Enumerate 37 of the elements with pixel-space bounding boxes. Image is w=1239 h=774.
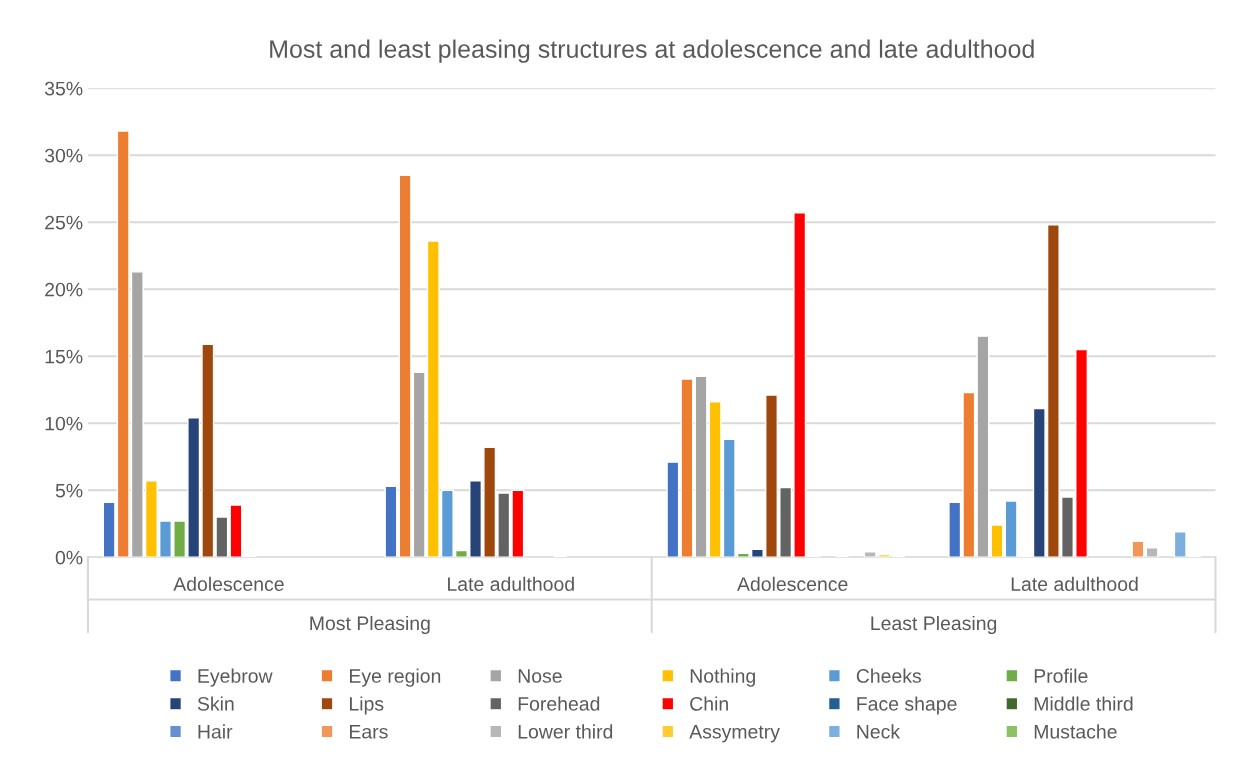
x-tick-label: Late adulthood bbox=[448, 576, 574, 592]
legend-label: Nothing bbox=[690, 668, 755, 687]
legend-label: Cheeks bbox=[856, 668, 922, 683]
y-tick-label: 15% bbox=[45, 349, 83, 364]
legend-label: Profile bbox=[1034, 668, 1088, 683]
y-tick-label: 30% bbox=[44, 148, 83, 163]
y-tick-label: 20% bbox=[45, 282, 83, 297]
legend-label: Assymetry bbox=[689, 725, 780, 743]
legend-label: Lips bbox=[350, 696, 384, 715]
y-tick-label: 5% bbox=[55, 483, 83, 498]
legend-label: Neck bbox=[857, 724, 901, 739]
legend-label: Hair bbox=[198, 724, 233, 739]
legend-label: Skin bbox=[197, 696, 234, 711]
legend-label: Face shape bbox=[857, 696, 957, 715]
legend-label: Nose bbox=[518, 669, 562, 683]
bar bbox=[384, 485, 398, 558]
bar bbox=[990, 524, 1004, 558]
x-tick-label: Adolescence bbox=[737, 576, 848, 592]
chart-title: Most and least pleasing structures at adolescence and late adulthood bbox=[270, 39, 1034, 63]
y-tick-label: 0% bbox=[55, 550, 83, 565]
bar bbox=[1131, 540, 1145, 558]
y-tick-label: 35% bbox=[44, 81, 83, 96]
legend-label: Mustache bbox=[1034, 724, 1117, 739]
legend-label: Eyebrow bbox=[198, 668, 273, 687]
legend-label: Middle third bbox=[1034, 696, 1133, 711]
y-tick-label: 10% bbox=[45, 416, 83, 431]
text: Most Pleasing bbox=[310, 615, 430, 635]
y-tick-label: 25% bbox=[45, 215, 83, 230]
x-tick-label: Adolescence bbox=[173, 576, 284, 592]
bar bbox=[1145, 547, 1159, 558]
legend-label: Ears bbox=[350, 725, 388, 739]
legend-label: Chin bbox=[690, 696, 728, 711]
text: Least Pleasing bbox=[871, 615, 997, 635]
legend-label: Lower third bbox=[518, 724, 613, 739]
legend-label: Forehead bbox=[518, 696, 600, 711]
x-tick-label: Late adulthood bbox=[1011, 576, 1138, 592]
legend-label: Eye region bbox=[350, 668, 441, 687]
